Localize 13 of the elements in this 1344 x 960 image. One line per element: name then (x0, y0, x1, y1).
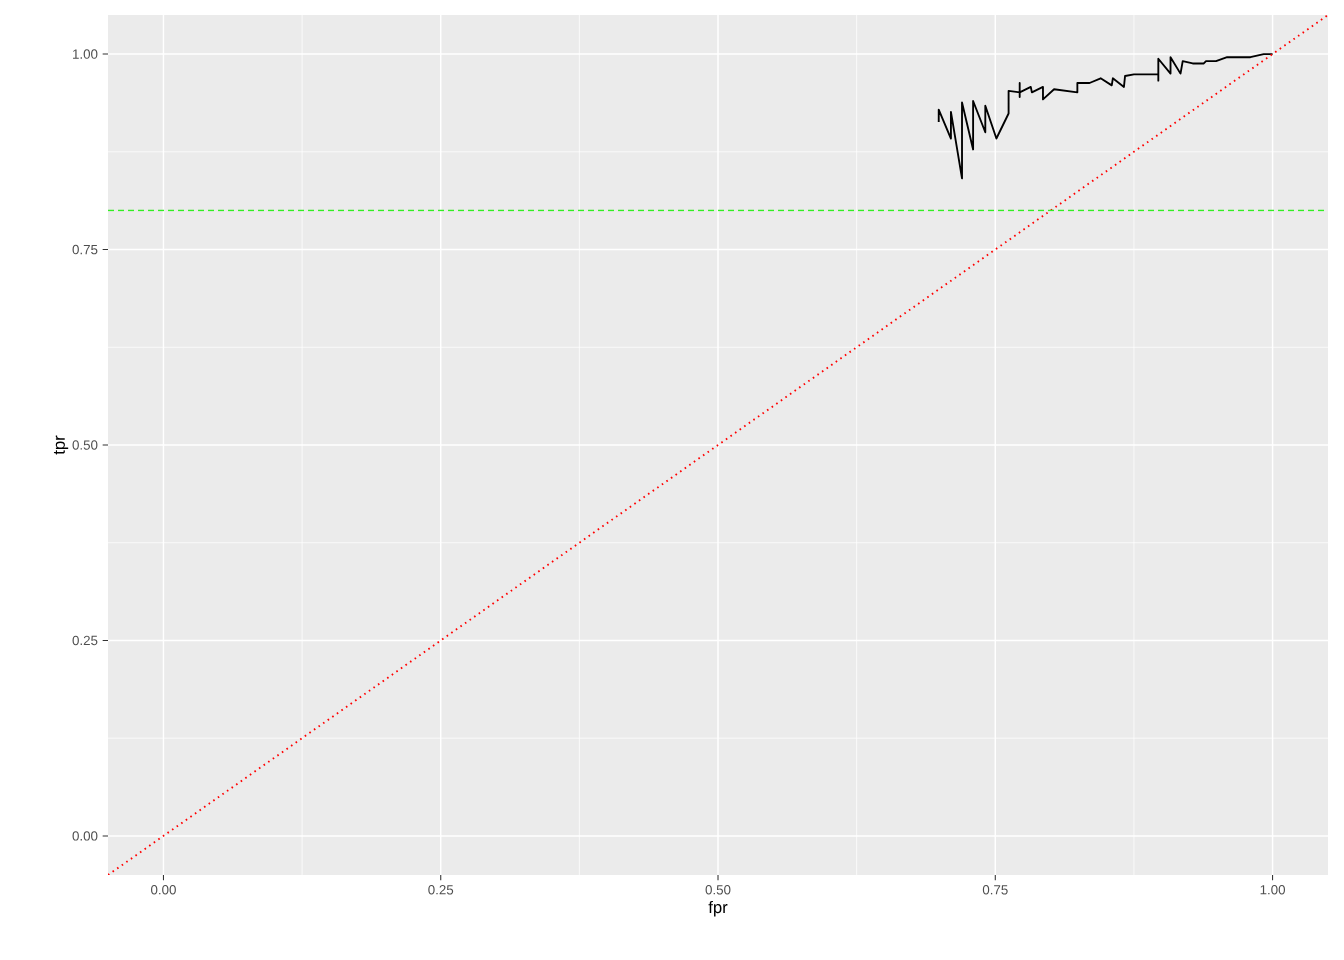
x-tick-label: 1.00 (1260, 885, 1286, 895)
y-tick-label: 0.50 (72, 440, 98, 450)
x-tick-label: 0.75 (982, 885, 1008, 895)
x-axis-title: fpr (708, 900, 728, 917)
y-tick-label: 0.00 (72, 831, 98, 841)
y-tick-label: 1.00 (73, 49, 98, 59)
line-series (937, 53, 1274, 180)
x-tick-label: 0.50 (705, 885, 731, 895)
y-tick-label: 0.75 (72, 244, 98, 255)
x-tick-label: 0.00 (151, 885, 176, 895)
x-tick-label: 0.25 (428, 885, 454, 895)
y-axis-title: tpr (53, 435, 69, 455)
y-tick-label: 0.25 (72, 635, 98, 646)
